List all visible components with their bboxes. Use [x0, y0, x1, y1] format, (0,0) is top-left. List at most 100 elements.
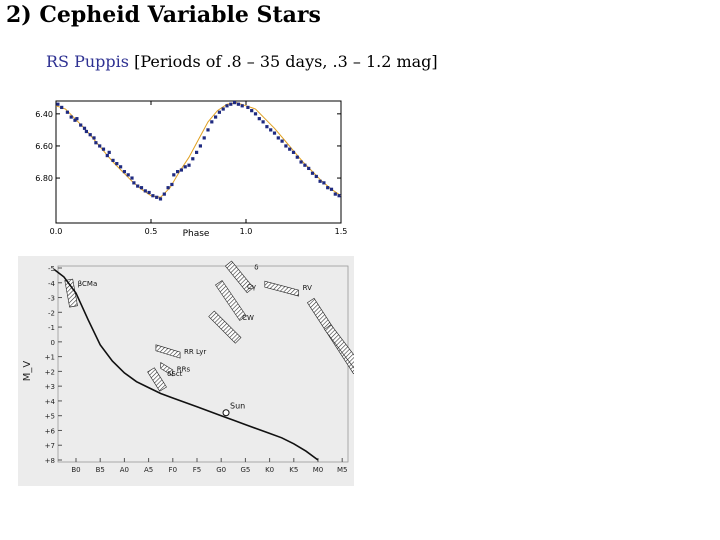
data-point — [155, 195, 159, 199]
data-point — [191, 157, 195, 161]
region-label: δSct — [167, 370, 183, 378]
hr-y-tick-label: +5 — [45, 413, 55, 421]
data-point — [143, 189, 147, 193]
data-point — [288, 147, 292, 151]
data-point — [322, 181, 326, 185]
plot-frame — [55, 100, 342, 224]
hr-x-tick-label: A0 — [120, 466, 129, 474]
hr-y-tick-label: +2 — [45, 368, 55, 376]
data-point — [333, 192, 337, 196]
data-point — [75, 117, 79, 121]
data-point — [225, 104, 229, 108]
data-point — [229, 102, 233, 106]
data-point — [170, 182, 174, 187]
data-point — [65, 110, 69, 114]
data-point — [276, 136, 280, 140]
data-point — [151, 194, 155, 198]
data-point — [307, 166, 311, 171]
data-point — [69, 115, 73, 119]
hr-y-tick-label: +4 — [45, 398, 56, 406]
data-point — [310, 171, 315, 175]
data-point — [130, 176, 134, 180]
data-point — [269, 128, 273, 132]
data-point — [162, 192, 166, 196]
sun-marker — [222, 409, 230, 417]
data-point — [98, 144, 102, 148]
data-point — [206, 128, 210, 132]
data-point — [329, 187, 334, 191]
sun-label: Sun — [230, 402, 245, 411]
data-point — [82, 126, 87, 130]
data-point — [299, 160, 303, 164]
x-tick-label: 1.0 — [240, 227, 253, 236]
data-point — [236, 102, 240, 106]
data-point — [253, 112, 258, 116]
data-point — [233, 101, 237, 105]
data-point — [187, 163, 191, 167]
data-point — [84, 129, 88, 134]
data-point — [198, 144, 202, 148]
hr-x-tick-label: F5 — [193, 466, 201, 474]
data-point — [139, 186, 144, 190]
period-info: [Periods of .8 – 35 days, .3 – 1.2 mag] — [134, 52, 438, 71]
region-band — [208, 310, 242, 344]
data-point — [107, 150, 111, 154]
hr-y-tick-label: +6 — [45, 427, 56, 435]
data-point — [326, 186, 330, 190]
data-point — [119, 165, 123, 169]
hr-y-tick-label: -3 — [48, 295, 55, 303]
light-curve-chart: 6.40 6.60 6.80 0.0 0.5 1.0 1.5 Phase — [35, 100, 348, 239]
region-label: Cγ — [247, 283, 256, 291]
data-point — [179, 168, 183, 172]
data-point — [111, 158, 115, 162]
data-point — [337, 194, 341, 198]
hr-y-tick-label: +8 — [45, 457, 55, 465]
region-band — [264, 280, 299, 297]
hr-y-tick-label: +7 — [45, 442, 55, 450]
hr-x-tick-label: A5 — [144, 466, 153, 474]
data-point — [280, 139, 284, 143]
data-point — [60, 105, 64, 110]
data-points — [56, 101, 341, 201]
x-tick-label: 1.5 — [335, 227, 348, 236]
data-point — [246, 105, 250, 110]
hr-y-axis: -5 -4 -3 -2 -1 0 +1 +2 +3 +4 +5 +6 +7 +8 — [45, 265, 62, 465]
data-point — [318, 179, 322, 183]
data-point — [265, 125, 269, 129]
data-point — [303, 163, 307, 167]
data-point — [88, 133, 92, 137]
data-point — [158, 197, 163, 201]
slide-subtitle: RS Puppis [Periods of .8 – 35 days, .3 –… — [46, 52, 438, 71]
data-point — [147, 190, 151, 195]
data-point — [214, 115, 218, 119]
data-point — [56, 102, 60, 106]
data-point — [136, 184, 140, 188]
data-point — [126, 173, 130, 177]
hr-y-tick-label: -5 — [48, 265, 55, 273]
y-tick-label: 6.40 — [35, 110, 53, 119]
region-label: RR Lyr — [184, 348, 206, 356]
region-label: βCMa — [78, 280, 98, 288]
hr-y-axis-label: M_V — [22, 361, 33, 382]
x-axis-label: Phase — [183, 229, 210, 239]
data-point — [92, 136, 96, 140]
hr-x-tick-label: F0 — [169, 466, 177, 474]
data-point — [183, 165, 187, 169]
data-point — [295, 155, 299, 159]
y-tick-label: 6.60 — [35, 142, 53, 151]
data-point — [105, 153, 109, 158]
data-point — [172, 173, 176, 177]
data-point — [94, 141, 98, 145]
main-sequence-line — [53, 268, 319, 461]
data-point — [314, 174, 318, 179]
data-point — [115, 162, 119, 166]
data-point — [250, 109, 254, 113]
y-tick-label: 6.80 — [35, 174, 53, 183]
data-point — [272, 131, 277, 135]
region-label: CW — [242, 314, 254, 322]
region-label: δ — [254, 264, 258, 272]
hr-x-tick-label: M5 — [337, 466, 348, 474]
hr-y-tick-label: -1 — [48, 324, 55, 332]
region-band — [324, 324, 354, 369]
